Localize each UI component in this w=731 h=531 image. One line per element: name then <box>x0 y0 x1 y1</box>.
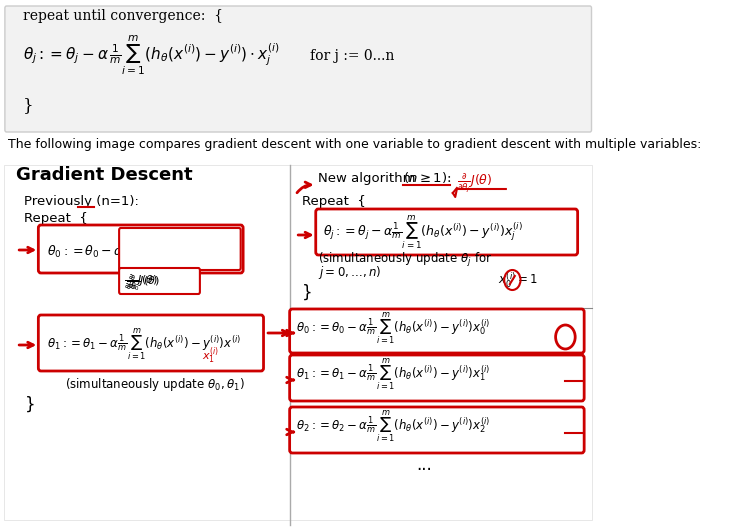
Text: $\frac{\partial}{\partial\theta_0}J(\theta)$: $\frac{\partial}{\partial\theta_0}J(\the… <box>126 273 160 293</box>
Text: for j := 0...n: for j := 0...n <box>310 49 395 63</box>
Text: $x_0^{(i)} = 1$: $x_0^{(i)} = 1$ <box>498 271 537 290</box>
Text: }: } <box>24 396 35 414</box>
FancyBboxPatch shape <box>119 268 200 294</box>
FancyBboxPatch shape <box>4 165 289 520</box>
Text: Repeat  {: Repeat { <box>24 212 88 225</box>
FancyBboxPatch shape <box>289 165 591 520</box>
Text: ...: ... <box>416 456 432 474</box>
Text: New algorithm: New algorithm <box>318 172 424 185</box>
Text: $\theta_j := \theta_j - \alpha\frac{1}{m}\sum_{i=1}^{m}(h_\theta(x^{(i)}) - y^{(: $\theta_j := \theta_j - \alpha\frac{1}{m… <box>323 213 523 252</box>
Text: $\theta_0 := \theta_0 - \alpha\frac{1}{m}\sum_{i=1}^{m}(h_\theta(x^{(i)}) - y^{(: $\theta_0 := \theta_0 - \alpha\frac{1}{m… <box>48 234 236 271</box>
FancyBboxPatch shape <box>289 355 584 401</box>
Text: Previously (n=1):: Previously (n=1): <box>24 195 140 208</box>
Text: (simultaneously update $\theta_j$ for: (simultaneously update $\theta_j$ for <box>318 251 493 269</box>
Text: repeat until convergence:  {: repeat until convergence: { <box>23 9 223 23</box>
Text: $(n \geq 1)$:: $(n \geq 1)$: <box>403 170 452 185</box>
FancyBboxPatch shape <box>38 315 264 371</box>
FancyBboxPatch shape <box>289 407 584 453</box>
Text: $j = 0,\ldots, n)$: $j = 0,\ldots, n)$ <box>318 264 382 281</box>
FancyBboxPatch shape <box>38 225 243 273</box>
Text: The following image compares gradient descent with one variable to gradient desc: The following image compares gradient de… <box>8 138 702 151</box>
Text: $\frac{\partial}{\partial\theta_j}J(\theta)$: $\frac{\partial}{\partial\theta_j}J(\the… <box>457 172 492 195</box>
Text: $\theta_0 := \theta_0 - \alpha\frac{1}{m}\sum_{i=1}^{m}(h_\theta(x^{(i)}) - y^{(: $\theta_0 := \theta_0 - \alpha\frac{1}{m… <box>296 311 491 346</box>
Text: $\theta_1 := \theta_1 - \alpha\frac{1}{m}\sum_{i=1}^{m}(h_\theta(x^{(i)}) - y^{(: $\theta_1 := \theta_1 - \alpha\frac{1}{m… <box>296 357 491 392</box>
Text: $\theta_1 := \theta_1 - \alpha\frac{1}{m}\sum_{i=1}^{m}(h_\theta(x^{(i)}) - y^{(: $\theta_1 := \theta_1 - \alpha\frac{1}{m… <box>48 327 241 362</box>
FancyBboxPatch shape <box>289 309 584 353</box>
FancyBboxPatch shape <box>5 6 591 132</box>
Text: $\theta_2 := \theta_2 - \alpha\frac{1}{m}\sum_{i=1}^{m}(h_\theta(x^{(i)}) - y^{(: $\theta_2 := \theta_2 - \alpha\frac{1}{m… <box>296 409 491 444</box>
FancyBboxPatch shape <box>119 228 240 270</box>
Text: $\theta_j := \theta_j - \alpha\,\frac{1}{m}\sum_{i=1}^{m}(h_\theta(x^{(i)}) - y^: $\theta_j := \theta_j - \alpha\,\frac{1}… <box>23 34 280 78</box>
Text: $\frac{\partial}{\partial\theta_0}J(\theta)$: $\frac{\partial}{\partial\theta_0}J(\the… <box>124 272 158 292</box>
Text: (simultaneously update $\theta_0, \theta_1$): (simultaneously update $\theta_0, \theta… <box>65 376 245 393</box>
FancyBboxPatch shape <box>316 209 577 255</box>
Text: $x_1^{(i)}$: $x_1^{(i)}$ <box>202 346 219 366</box>
Text: Repeat  {: Repeat { <box>302 195 366 208</box>
Text: }: } <box>23 97 34 114</box>
Text: Gradient Descent: Gradient Descent <box>16 166 193 184</box>
Text: }: } <box>302 284 312 302</box>
